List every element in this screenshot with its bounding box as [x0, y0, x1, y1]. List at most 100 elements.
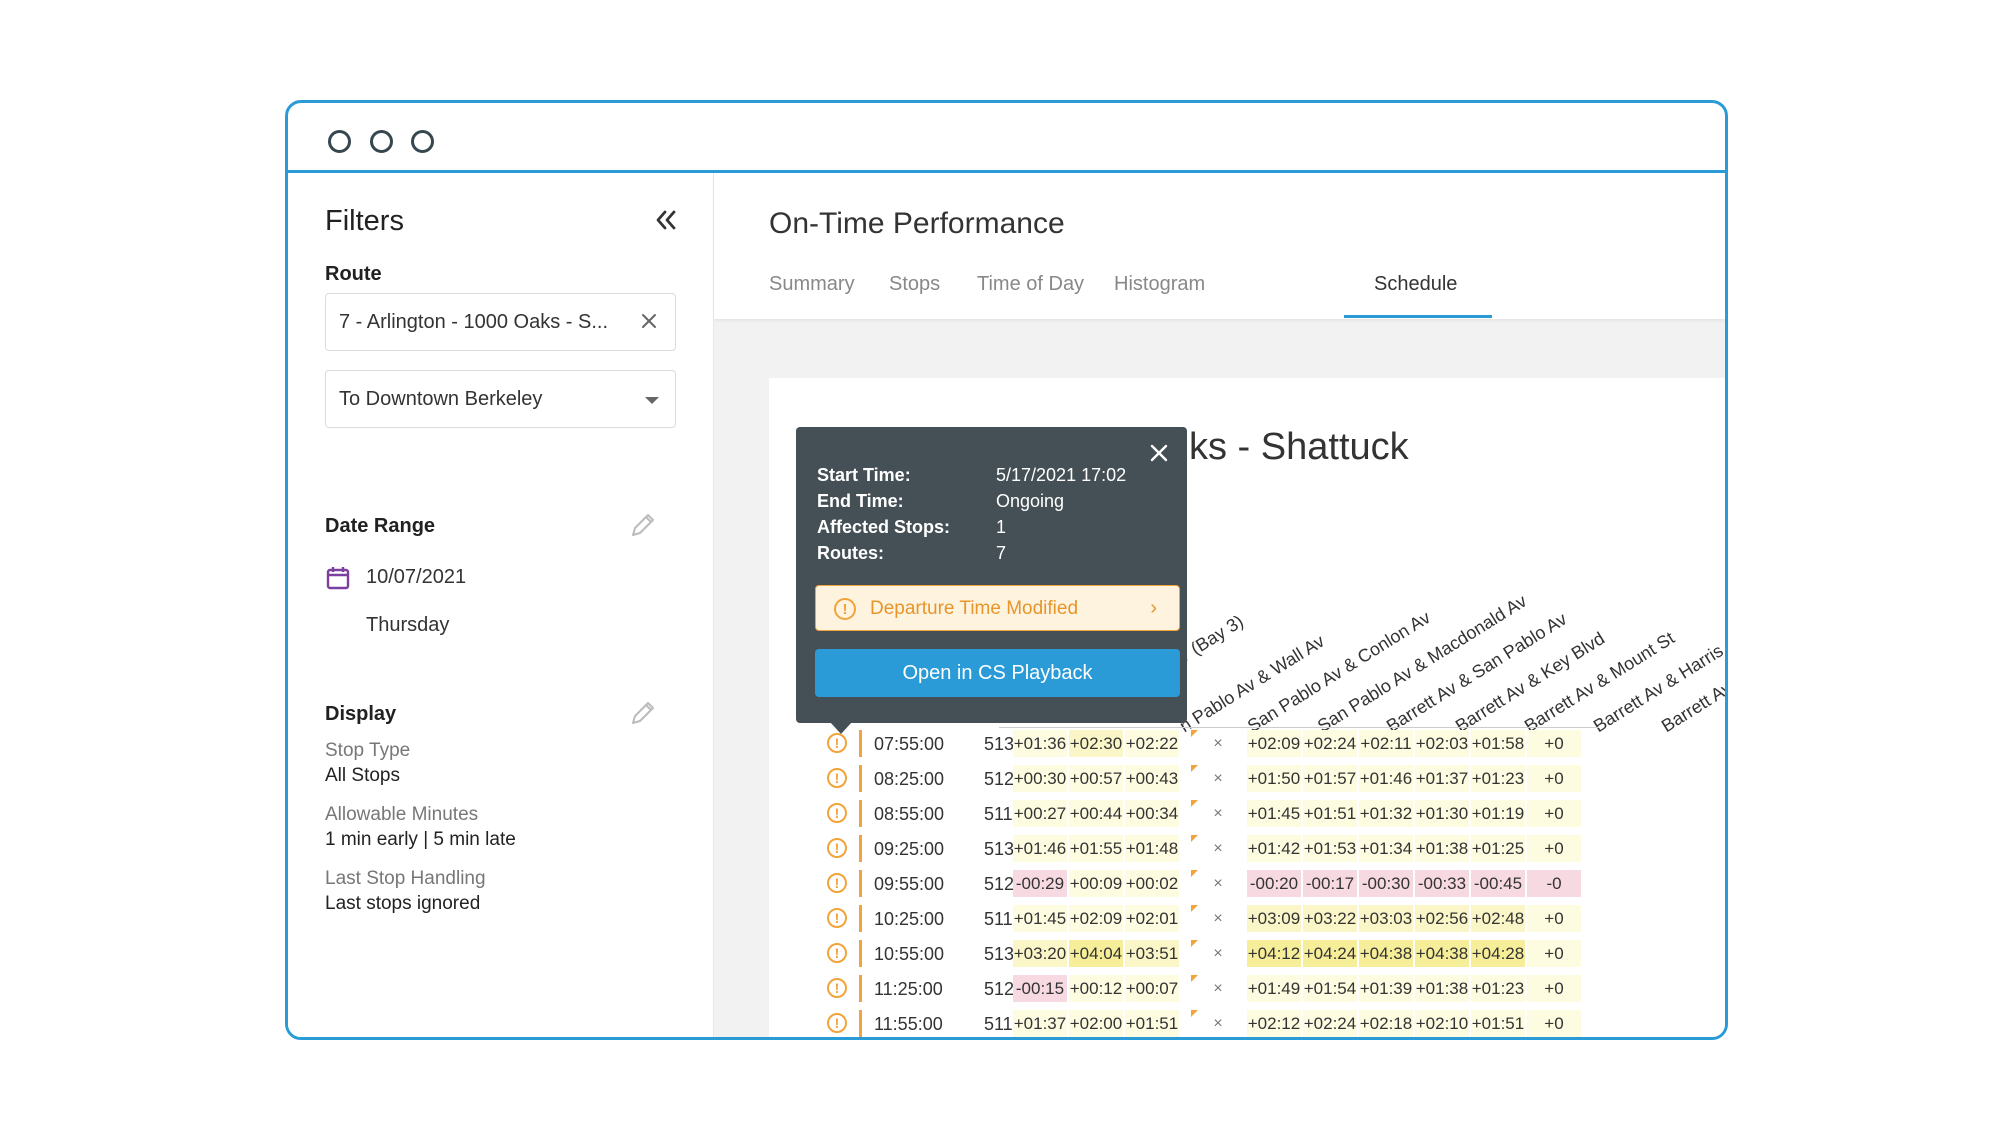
- deviation-cell: +03:09: [1247, 905, 1301, 932]
- schedule-card: ks - Shattuck ART (Bay 3) n Pablo Av & W…: [769, 378, 1725, 1037]
- trip-time: 09:25:00: [874, 839, 945, 859]
- deviation-cell: +0: [1527, 835, 1581, 862]
- affected-stops-label: Affected Stops:: [817, 517, 951, 537]
- skipped-stop-cell: ×: [1191, 730, 1245, 757]
- deviation-cell: -00:30: [1359, 870, 1413, 897]
- deviation-cell: +02:10: [1415, 1010, 1469, 1037]
- deviation-cell: +01:25: [1471, 835, 1525, 862]
- deviation-cell: +01:54: [1303, 975, 1357, 1002]
- popup-pointer: [830, 722, 852, 734]
- deviation-cell: +01:58: [1471, 730, 1525, 757]
- direction-select[interactable]: To Downtown Berkeley: [325, 370, 676, 428]
- routes-label: Routes:: [817, 543, 884, 563]
- collapse-sidebar-icon[interactable]: [653, 207, 679, 233]
- deviation-cell: -00:33: [1415, 870, 1469, 897]
- deviation-cell: +00:57: [1069, 765, 1123, 792]
- table-row[interactable]: ! 10:25:00 5115 +01:45 +02:09 +02:01 × +03:09 +0…: [769, 905, 1581, 932]
- last-stop-handling-key: Last Stop Handling: [325, 868, 486, 889]
- deviation-cell: +03:51: [1125, 940, 1179, 967]
- deviation-cell: +04:12: [1247, 940, 1301, 967]
- clear-icon[interactable]: [639, 311, 659, 331]
- route-select[interactable]: 7 - Arlington - 1000 Oaks - S...: [325, 293, 676, 351]
- deviation-cell: +04:04: [1069, 940, 1123, 967]
- warning-icon[interactable]: !: [827, 873, 847, 893]
- window-control-dot[interactable]: [370, 130, 393, 153]
- tab-summary[interactable]: Summary: [769, 273, 855, 295]
- deviation-cell: -00:29: [1013, 870, 1067, 897]
- status-bar: [859, 835, 862, 862]
- deviation-cell: -00:17: [1303, 870, 1357, 897]
- tab-time-of-day[interactable]: Time of Day: [977, 273, 1085, 295]
- deviation-cell: +01:55: [1069, 835, 1123, 862]
- deviation-cell: +0: [1527, 1010, 1581, 1037]
- tab-histogram[interactable]: Histogram: [1114, 273, 1206, 295]
- table-row[interactable]: ! 11:55:00 5115 +01:37 +02:00 +01:51 × +02:12 +0…: [769, 1010, 1581, 1037]
- deviation-cell: +00:44: [1069, 800, 1123, 827]
- deviation-cell: +01:30: [1415, 800, 1469, 827]
- deviation-cell: +01:51: [1303, 800, 1357, 827]
- warning-icon[interactable]: !: [827, 803, 847, 823]
- window-titlebar: [288, 103, 1725, 173]
- table-row[interactable]: ! 11:25:00 5123 -00:15 +00:12 +00:07 × +01:49 +0…: [769, 975, 1581, 1002]
- stop-type-value: All Stops: [325, 765, 400, 786]
- deviation-cell: +03:03: [1359, 905, 1413, 932]
- table-row[interactable]: ! 07:55:00 5131 +01:36 +02:30 +02:22 × +02:09 +0…: [769, 730, 1581, 757]
- warning-icon[interactable]: !: [827, 768, 847, 788]
- deviation-cell: +00:34: [1125, 800, 1179, 827]
- table-row[interactable]: ! 08:55:00 5115 +00:27 +00:44 +00:34 × +01:45 +0…: [769, 800, 1581, 827]
- deviation-cell: +02:24: [1303, 730, 1357, 757]
- window-control-dot[interactable]: [411, 130, 434, 153]
- deviation-cell: +03:20: [1013, 940, 1067, 967]
- skipped-stop-cell: ×: [1191, 835, 1245, 862]
- deviation-cell: +01:23: [1471, 765, 1525, 792]
- skipped-stop-cell: ×: [1191, 940, 1245, 967]
- tab-stops[interactable]: Stops: [889, 273, 941, 295]
- schedule-title: ks - Shattuck: [1189, 426, 1409, 468]
- open-playback-button[interactable]: Open in CS Playback: [815, 649, 1180, 697]
- skipped-stop-cell: ×: [1191, 800, 1245, 827]
- window-control-dot[interactable]: [328, 130, 351, 153]
- deviation-cell: +01:50: [1247, 765, 1301, 792]
- end-time-value: Ongoing: [996, 491, 1065, 511]
- calendar-icon: [326, 567, 350, 590]
- edit-date-range-icon[interactable]: [628, 510, 658, 540]
- main-header: On-Time Performance Summary Stops Time o…: [714, 173, 1725, 319]
- warning-icon[interactable]: !: [827, 908, 847, 928]
- trip-time: 08:25:00: [874, 769, 945, 789]
- warning-icon[interactable]: !: [827, 838, 847, 858]
- deviation-cell: +02:56: [1415, 905, 1469, 932]
- tab-schedule[interactable]: Schedule: [1374, 273, 1458, 295]
- warning-icon[interactable]: !: [827, 733, 847, 753]
- table-row[interactable]: ! 10:55:00 5131 +03:20 +04:04 +03:51 × +04:12 +0…: [769, 940, 1581, 967]
- warning-icon[interactable]: !: [827, 943, 847, 963]
- deviation-cell: +01:42: [1247, 835, 1301, 862]
- skipped-stop-cell: ×: [1191, 765, 1245, 792]
- deviation-cell: +04:38: [1415, 940, 1469, 967]
- deviation-cell: +02:03: [1415, 730, 1469, 757]
- close-icon[interactable]: [1149, 443, 1169, 463]
- deviation-cell: +00:27: [1013, 800, 1067, 827]
- status-bar: [859, 870, 862, 897]
- start-time-label: Start Time:: [817, 465, 911, 485]
- affected-stops-value: 1: [996, 517, 1007, 537]
- edit-display-icon[interactable]: [628, 698, 658, 728]
- deviation-cell: +02:18: [1359, 1010, 1413, 1037]
- warning-icon[interactable]: !: [827, 1013, 847, 1033]
- route-label: Route: [325, 263, 382, 285]
- deviation-cell: +01:34: [1359, 835, 1413, 862]
- deviation-cell: +02:11: [1359, 730, 1413, 757]
- deviation-cell: +01:46: [1359, 765, 1413, 792]
- deviation-cell: +0: [1527, 800, 1581, 827]
- table-row[interactable]: ! 09:55:00 5123 -00:29 +00:09 +00:02 × -00:20 -0…: [769, 870, 1581, 897]
- table-row[interactable]: ! 08:25:00 5123 +00:30 +00:57 +00:43 × +01:50 +0…: [769, 765, 1581, 792]
- status-bar: [859, 800, 862, 827]
- deviation-cell: +01:53: [1303, 835, 1357, 862]
- departure-modified-alert[interactable]: ! Departure Time Modified ›: [815, 585, 1180, 631]
- warning-icon[interactable]: !: [827, 978, 847, 998]
- display-label: Display: [325, 703, 397, 725]
- page-title: On-Time Performance: [769, 207, 1065, 240]
- table-row[interactable]: ! 09:25:00 5131 +01:46 +01:55 +01:48 × +01:42 +0…: [769, 835, 1581, 862]
- deviation-cell: +0: [1527, 765, 1581, 792]
- date-value: 10/07/2021: [366, 566, 467, 588]
- warning-icon: !: [834, 598, 856, 620]
